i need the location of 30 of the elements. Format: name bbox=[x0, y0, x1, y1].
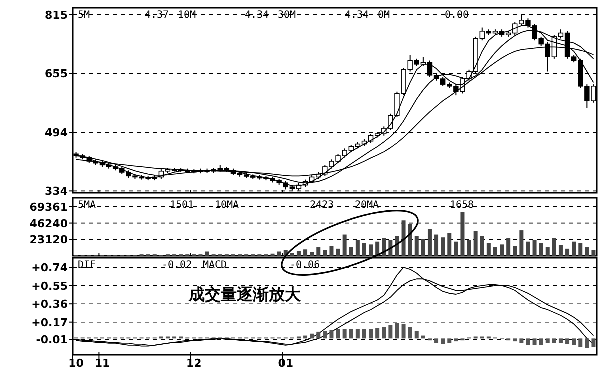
annotation: 1658 bbox=[450, 200, 474, 211]
y-tick-label: +0.74 bbox=[32, 262, 68, 275]
y-tick-label: 23120 bbox=[30, 234, 68, 247]
y-tick-label: 69361 bbox=[30, 200, 68, 214]
annotation: 10M bbox=[178, 10, 196, 21]
annotation: 2423 bbox=[310, 200, 334, 211]
annotation: 1501 bbox=[170, 200, 194, 211]
annotation: 30M bbox=[278, 10, 296, 21]
y-tick-label: +0.36 bbox=[32, 298, 68, 312]
annotation: 5MA bbox=[78, 200, 96, 211]
annotation: MACD bbox=[203, 260, 228, 271]
annotation: 成交量逐渐放大 bbox=[188, 285, 302, 304]
y-tick-label: +0.17 bbox=[32, 316, 68, 330]
annotation: 20MA bbox=[355, 200, 380, 211]
y-tick-label: 334 bbox=[45, 185, 68, 198]
y-tick-label: 655 bbox=[45, 68, 68, 81]
annotation: 4.37 bbox=[145, 10, 170, 21]
annotation: 0M bbox=[378, 10, 390, 21]
annotation: DIF bbox=[78, 260, 96, 271]
annotation: 5M bbox=[78, 10, 90, 21]
y-tick-label: -0.01 bbox=[36, 334, 68, 347]
y-tick-label: +0.55 bbox=[32, 280, 68, 293]
x-tick-label: 01 bbox=[278, 357, 294, 370]
y-tick-label: 494 bbox=[45, 126, 68, 140]
annotation: -0.06 bbox=[290, 260, 320, 271]
annotation: 4.34 bbox=[245, 10, 270, 21]
annotation: 4.34 bbox=[345, 10, 370, 21]
y-tick-label: 46240 bbox=[30, 217, 68, 230]
annotation: 10MA bbox=[215, 200, 240, 211]
y-tick-label: 815 bbox=[45, 8, 68, 22]
